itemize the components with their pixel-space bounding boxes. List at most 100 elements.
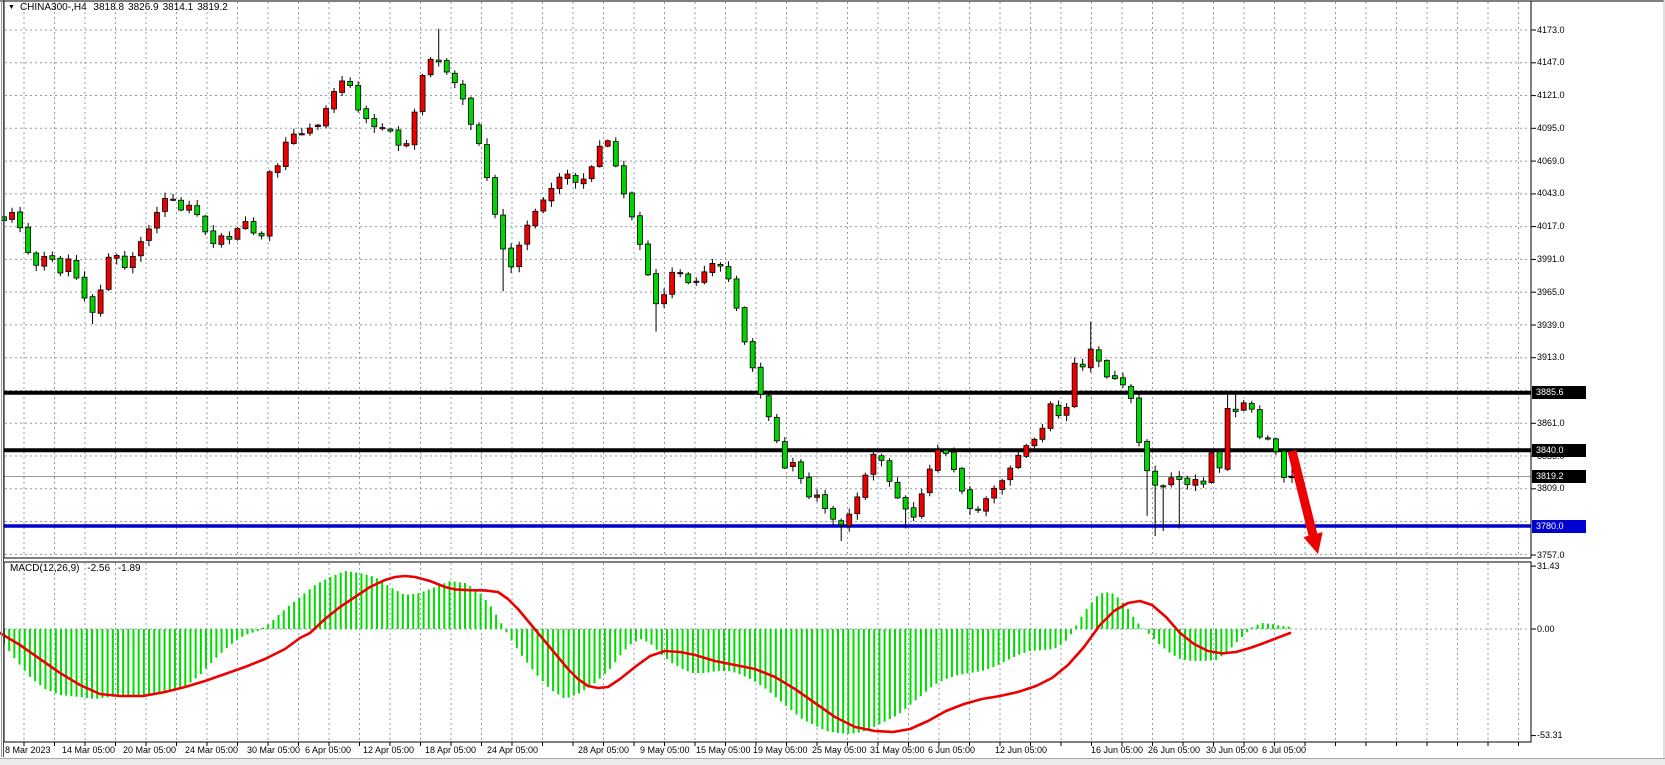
macd-layer [0,571,1292,734]
macd-histogram-bar [407,594,410,629]
bear-candle [967,489,973,510]
macd-histogram-bar [593,629,596,684]
macd-histogram-bar [39,629,42,686]
bear-candle [620,165,627,195]
macd-histogram-bar [267,624,270,629]
macd-histogram-bar [85,629,88,698]
macd-histogram-bar [691,629,694,673]
bull-candle [1087,348,1094,369]
bear-candle [1184,477,1191,485]
macd-histogram-bar [842,629,845,734]
macd-histogram-bar [438,585,441,629]
grid-layer [5,2,1530,741]
macd-histogram-bar [241,629,244,637]
bull-candle [379,127,386,130]
bear-candle [765,395,772,418]
bear-candle [975,508,981,511]
macd-histogram-bar [464,583,467,629]
macd-histogram-bar [800,629,803,719]
macd-histogram-bar [44,629,47,690]
macd-histogram-bar [355,572,358,629]
macd-histogram-bar [862,629,865,732]
bull-candle [41,256,48,267]
bull-candle [154,212,160,229]
bear-candle [371,118,378,128]
macd-histogram-bar [1220,629,1223,657]
bear-candle [1160,485,1167,488]
macd-histogram-bar [427,589,430,629]
bull-candle [604,140,611,147]
macd-histogram-bar [262,627,264,629]
bear-candle [1232,408,1239,412]
bull-candle [1192,479,1199,486]
macd-histogram-bar [702,629,705,673]
bear-candle [395,129,402,146]
macd-histogram-bar [567,629,570,698]
macd-histogram-bar [479,593,482,629]
macd-histogram-bar [194,629,197,679]
macd-histogram-bar [609,629,612,669]
bull-candle [339,80,346,93]
macd-histogram-bar [13,629,16,659]
bull-candle [991,487,998,499]
bear-candle [959,467,965,492]
macd-histogram-bar [655,629,658,650]
bull-candle [113,255,120,259]
macd-histogram-bar [510,629,513,641]
macd-histogram-bar [432,587,435,629]
bull-candle [1039,427,1046,440]
bear-candle [451,72,458,84]
bull-candle [315,124,321,127]
bull-candle [1063,406,1070,416]
macd-histogram-bar [173,629,176,690]
macd-histogram-bar [666,629,669,660]
macd-histogram-bar [754,629,757,682]
macd-histogram-bar [236,629,239,641]
bear-candle [878,455,885,461]
macd-histogram-bar [1075,625,1078,629]
macd-histogram-bar [526,629,529,663]
bull-candle [983,498,989,512]
macd-histogram-bar [1152,629,1155,639]
macd-histogram-bar [1230,629,1233,648]
bull-candle [282,141,289,167]
bull-candle [846,513,853,527]
bear-candle [886,460,893,482]
bull-candle [934,449,941,471]
down-arrow-head[interactable] [1303,532,1323,554]
macd-histogram-bar [515,629,518,649]
macd-histogram-bar [1241,629,1244,637]
bull-candle [677,272,684,275]
bear-candle [733,278,740,309]
macd-histogram-bar [1277,625,1280,629]
macd-signal-line [0,574,1292,734]
macd-histogram-bar [1127,609,1130,629]
bear-candle [1256,409,1263,438]
bear-candle [1055,404,1062,417]
bull-candle [298,133,305,136]
macd-histogram-bar [888,629,891,720]
macd-histogram-bar [308,589,311,629]
macd-histogram-bar [272,619,275,629]
macd-histogram-bar [1116,597,1119,629]
macd-histogram-bar [381,581,384,629]
bear-candle [1144,440,1150,472]
macd-histogram-bar [712,629,715,672]
macd-histogram-bar [1049,629,1052,650]
macd-histogram-bar [676,629,679,667]
macd-histogram-bar [598,629,601,679]
macd-histogram-bar [982,629,985,671]
bull-candle [1047,403,1054,429]
bear-candle [894,481,901,499]
bear-candle [781,441,788,469]
bear-candle [194,205,201,216]
bull-candle [669,271,676,295]
macd-histogram-bar [1064,629,1067,641]
down-arrow-shaft[interactable] [1287,449,1318,537]
macd-histogram-bar [997,629,1000,665]
macd-histogram-bar [645,629,648,642]
macd-histogram-bar [577,629,580,694]
macd-histogram-bar [474,589,477,629]
macd-histogram-bar [1282,626,1285,629]
